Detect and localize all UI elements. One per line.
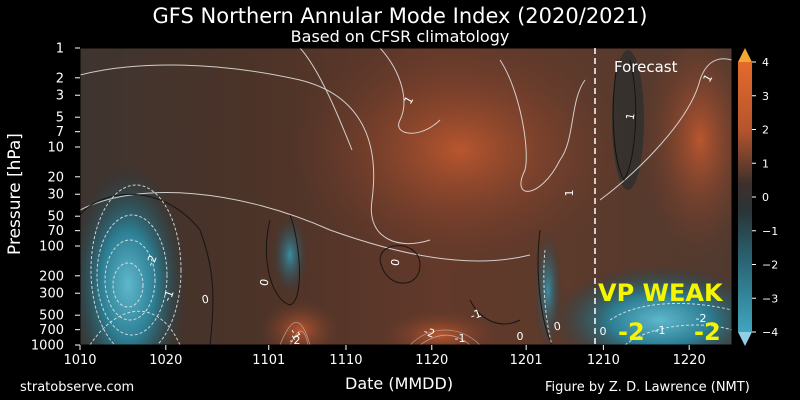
y-tick-label: 7 — [56, 125, 64, 140]
contour-label: 1 — [624, 112, 638, 121]
colorbar-tick-label: −4 — [762, 326, 778, 339]
contour-label: 0 — [553, 320, 562, 334]
plot-frame — [79, 47, 733, 346]
y-tick-label: 200 — [39, 269, 64, 284]
contours-negative — [89, 184, 732, 345]
colorbar-tick-label: 2 — [762, 124, 769, 137]
chart-subtitle: Based on CFSR climatology — [290, 27, 510, 46]
colorbar-tick-label: −2 — [762, 259, 778, 272]
plot-area — [80, 48, 732, 345]
contour-label: -1 — [455, 332, 466, 345]
warm-anomaly-mid — [290, 48, 630, 270]
y-tick-label: 5 — [56, 111, 64, 126]
y-tick-label: 300 — [39, 287, 64, 302]
chart-title: GFS Northern Annular Mode Index (2020/20… — [152, 4, 648, 28]
contour-label: -2 — [290, 334, 301, 347]
x-tick-label: 1010 — [63, 353, 96, 368]
y-tick-label: 20 — [47, 170, 64, 185]
contour-label: -1 — [468, 307, 483, 323]
cool-anomaly-1 — [272, 215, 308, 295]
colorbar-tick-label: −3 — [762, 292, 778, 305]
y-tick-label: 3 — [56, 89, 64, 104]
colorbar-gradient — [738, 62, 752, 332]
y-tick-label: 500 — [39, 309, 64, 324]
colorbar-top-extension — [738, 48, 752, 62]
y-tick-label: 10 — [47, 141, 64, 156]
contours-surface — [279, 321, 481, 345]
x-tick-label: 1220 — [673, 353, 706, 368]
colorbar-tick-label: 0 — [762, 191, 769, 204]
x-tick-label: 1120 — [415, 353, 448, 368]
contour-label: 1 — [563, 190, 576, 197]
x-tick-label: 1020 — [149, 353, 182, 368]
colorbar-tick-label: −1 — [762, 225, 778, 238]
contour-label: -1 — [161, 288, 177, 303]
forecast-label: Forecast — [614, 58, 678, 76]
neutral-column-forecast — [612, 50, 644, 190]
contour-label: 0 — [389, 258, 403, 267]
cold-anomaly-left — [80, 165, 188, 345]
neg-label-annotation-1: -2 — [618, 318, 645, 346]
warm-anomaly-surface-2 — [380, 310, 500, 345]
contours-positive — [80, 48, 732, 262]
x-tick-label: 1110 — [329, 353, 362, 368]
contour-label: -2 — [696, 312, 707, 325]
y-tick-label: 50 — [47, 210, 64, 225]
colorbar-ticks: 4 3 2 1 0 −1 −2 −3 −4 — [752, 56, 778, 339]
y-tick-label: 30 — [47, 188, 64, 203]
contour-label: -2 — [422, 325, 437, 341]
contour-label: 0 — [201, 293, 210, 307]
x-tick-label: 1101 — [252, 353, 285, 368]
x-tick-label: 1210 — [587, 353, 620, 368]
colorbar-tick-label: 3 — [762, 90, 769, 103]
y-tick-label: 70 — [47, 224, 64, 239]
y-tick-label: 1 — [56, 42, 64, 57]
credit-website: stratobserve.com — [20, 380, 135, 395]
colorbar-tick-label: 1 — [762, 157, 769, 170]
contour-label: 0 — [517, 330, 524, 343]
y-tick-label: 100 — [39, 240, 64, 255]
contours-zero — [80, 59, 637, 345]
neg-label-annotation-2: -2 — [694, 318, 721, 346]
warm-anomaly-right — [640, 48, 732, 260]
colorbar-tick-label: 4 — [762, 56, 769, 69]
colorbar: 4 3 2 1 0 −1 −2 −3 −4 — [738, 48, 778, 346]
y-tick-label: 1000 — [31, 339, 64, 354]
warm-anomaly-surface-1 — [260, 300, 340, 345]
y-tick-label: 700 — [39, 323, 64, 338]
credit-author: Figure by Z. D. Lawrence (NMT) — [545, 380, 750, 395]
x-tick-label: 1201 — [510, 353, 543, 368]
contour-label: 0 — [600, 325, 607, 338]
colorbar-bottom-extension — [738, 332, 752, 346]
y-tick-label: 2 — [56, 71, 64, 86]
contour-label: -2 — [144, 253, 160, 268]
contour-label: 0 — [258, 278, 272, 287]
vp-weak-annotation: VP WEAK — [598, 279, 724, 307]
x-axis-ticks: 1010 1020 1101 1110 1120 1201 1210 1220 — [63, 345, 706, 368]
contour-label: -1 — [655, 324, 666, 337]
x-axis-label: Date (MMDD) — [345, 374, 454, 393]
